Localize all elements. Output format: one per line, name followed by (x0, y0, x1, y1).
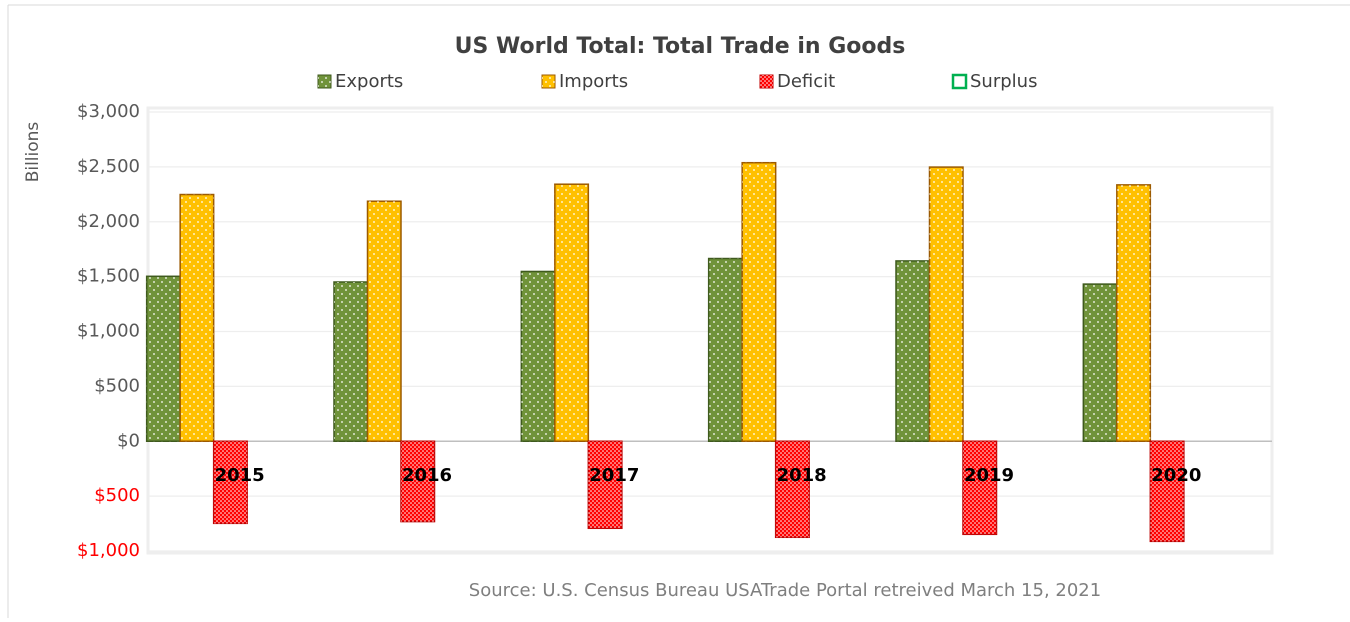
x-tick-label: 2015 (215, 465, 265, 486)
bar-pattern (775, 441, 810, 538)
y-tick-label: $1,000 (77, 321, 140, 342)
y-tick-label: $500 (94, 375, 140, 396)
bar-pattern (554, 184, 589, 442)
bar-pattern (180, 194, 214, 442)
legend-swatch (951, 73, 968, 90)
bar-pattern (588, 441, 622, 529)
legend-label: Exports (335, 71, 403, 92)
legend-label: Surplus (970, 71, 1037, 92)
chart-title: US World Total: Total Trade in Goods (455, 34, 906, 59)
x-tick-label: 2020 (1151, 465, 1201, 486)
y-tick-label: $0 (117, 430, 140, 451)
legend-swatch-pattern (318, 75, 331, 88)
legend-swatch-pattern (760, 75, 773, 88)
bar-pattern (521, 271, 555, 442)
source-note: Source: U.S. Census Bureau USATrade Port… (469, 580, 1101, 601)
bar-pattern (334, 282, 368, 442)
y-tick-label: $1,500 (77, 266, 140, 287)
bar-pattern (1116, 184, 1151, 442)
y-tick-label: $2,500 (77, 156, 140, 177)
y-tick-label: $1,000 (77, 540, 140, 561)
y-axis-label: Billions (23, 122, 43, 183)
bar-pattern (367, 201, 401, 442)
y-tick-label: $3,000 (77, 101, 140, 122)
legend-label: Deficit (777, 71, 835, 92)
bar-pattern (1083, 284, 1117, 442)
bar-pattern (1150, 441, 1184, 542)
bar-pattern (146, 276, 181, 442)
legend-label: Imports (559, 71, 628, 92)
legend-swatch-pattern (542, 75, 555, 88)
x-tick-label: 2016 (402, 465, 452, 486)
y-tick-label: $500 (94, 485, 140, 506)
y-tick-label: $2,000 (77, 211, 140, 232)
bar-pattern (708, 258, 743, 442)
bar-pattern (213, 441, 248, 524)
bar-pattern (963, 441, 997, 535)
bar-pattern (896, 260, 930, 442)
bar-pattern (742, 162, 776, 442)
x-tick-label: 2019 (964, 465, 1014, 486)
x-tick-label: 2017 (589, 465, 639, 486)
bar-pattern (929, 167, 963, 442)
bar-pattern (401, 441, 435, 522)
x-tick-label: 2018 (777, 465, 827, 486)
